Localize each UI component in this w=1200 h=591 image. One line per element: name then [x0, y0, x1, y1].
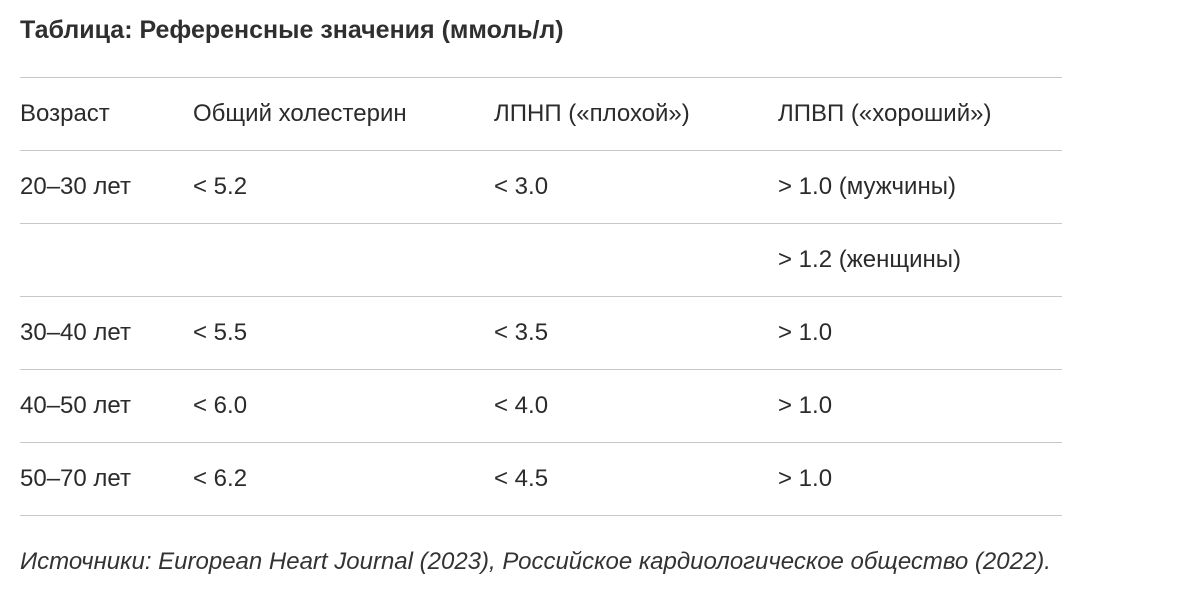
cell-age — [20, 223, 193, 297]
cell-hdl: > 1.0 — [778, 296, 1062, 370]
table-row: 40–50 лет < 6.0 < 4.0 > 1.0 — [20, 369, 1062, 443]
header-hdl: ЛПВП («хороший») — [778, 77, 1062, 151]
sources-note: Источники: European Heart Journal (2023)… — [20, 548, 1051, 575]
cell-ldl — [494, 223, 778, 297]
table-row: 30–40 лет < 5.5 < 3.5 > 1.0 — [20, 296, 1062, 370]
cell-total-cholesterol: < 6.0 — [193, 369, 494, 443]
cell-age: 20–30 лет — [20, 150, 193, 224]
cell-hdl: > 1.0 (мужчины) — [778, 150, 1062, 224]
cell-age: 40–50 лет — [20, 369, 193, 443]
cell-hdl: > 1.0 — [778, 369, 1062, 443]
header-ldl: ЛПНП («плохой») — [494, 77, 778, 151]
reference-values-table: Возраст Общий холестерин ЛПНП («плохой»)… — [20, 77, 1062, 516]
cell-ldl: < 3.0 — [494, 150, 778, 224]
cell-ldl: < 3.5 — [494, 296, 778, 370]
cell-ldl: < 4.0 — [494, 369, 778, 443]
cell-hdl: > 1.2 (женщины) — [778, 223, 1062, 297]
header-age: Возраст — [20, 77, 193, 151]
cell-ldl: < 4.5 — [494, 442, 778, 516]
header-total-cholesterol: Общий холестерин — [193, 77, 494, 151]
table-title: Таблица: Референсные значения (ммоль/л) — [20, 16, 564, 44]
cell-total-cholesterol: < 5.5 — [193, 296, 494, 370]
table-row: 50–70 лет < 6.2 < 4.5 > 1.0 — [20, 442, 1062, 516]
cell-hdl: > 1.0 — [778, 442, 1062, 516]
cell-total-cholesterol — [193, 223, 494, 297]
cell-age: 50–70 лет — [20, 442, 193, 516]
cell-total-cholesterol: < 6.2 — [193, 442, 494, 516]
table-row: 20–30 лет < 5.2 < 3.0 > 1.0 (мужчины) — [20, 150, 1062, 224]
table-row: > 1.2 (женщины) — [20, 223, 1062, 297]
cell-age: 30–40 лет — [20, 296, 193, 370]
cell-total-cholesterol: < 5.2 — [193, 150, 494, 224]
table-header-row: Возраст Общий холестерин ЛПНП («плохой»)… — [20, 77, 1062, 151]
